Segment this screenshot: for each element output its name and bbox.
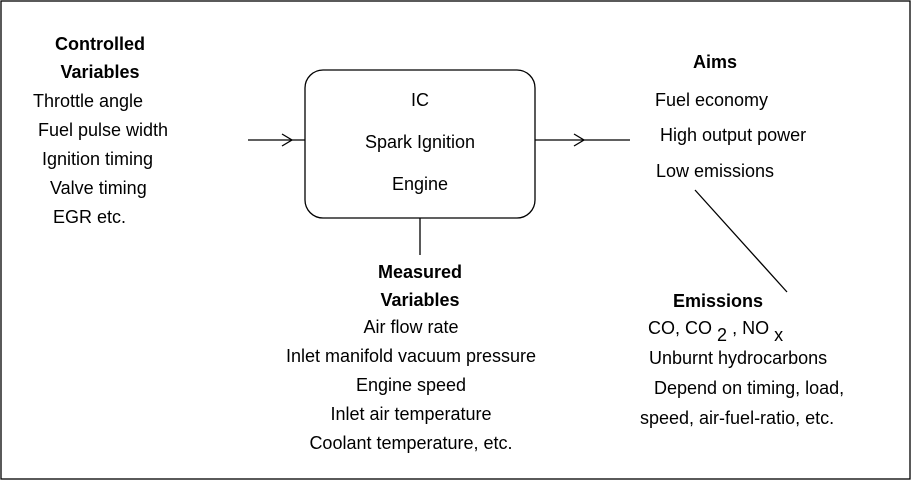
measured-title: Variables	[380, 290, 459, 310]
measured-item: Inlet air temperature	[330, 404, 491, 424]
emissions-item: Unburnt hydrocarbons	[649, 348, 827, 368]
engine-label: Spark Ignition	[365, 132, 475, 152]
controlled-item: Ignition timing	[42, 149, 153, 169]
formula-part: CO, CO	[648, 318, 712, 338]
emissions-line	[694, 189, 788, 293]
aims-title: Aims	[693, 52, 737, 72]
controlled-item: Valve timing	[50, 178, 147, 198]
engine-label: IC	[411, 90, 429, 110]
controlled-title: Variables	[60, 62, 139, 82]
controlled-item: EGR etc.	[53, 207, 126, 227]
aim-item: Low emissions	[656, 161, 774, 181]
controlled-item: Throttle angle	[33, 91, 143, 111]
subscript: x	[774, 325, 783, 345]
measured-item: Inlet manifold vacuum pressure	[286, 346, 536, 366]
controlled-item: Fuel pulse width	[38, 120, 168, 140]
arrowhead	[281, 133, 294, 147]
controlled-title: Controlled	[55, 34, 145, 54]
measured-title: Measured	[378, 262, 462, 282]
measured-item: Engine speed	[356, 375, 466, 395]
emissions-title: Emissions	[673, 291, 763, 311]
aim-item: High output power	[660, 125, 806, 145]
emissions-item: Depend on timing, load,	[654, 378, 844, 398]
arrowhead	[573, 133, 586, 147]
formula-part: , NO	[732, 318, 769, 338]
subscript: 2	[717, 325, 727, 345]
aim-item: Fuel economy	[655, 90, 768, 110]
measured-item: Coolant temperature, etc.	[309, 433, 512, 453]
engine-label: Engine	[392, 174, 448, 194]
measured-item: Air flow rate	[363, 317, 458, 337]
emissions-item: speed, air-fuel-ratio, etc.	[640, 408, 834, 428]
emissions-formula: CO, CO 2 , NO x	[648, 318, 783, 345]
